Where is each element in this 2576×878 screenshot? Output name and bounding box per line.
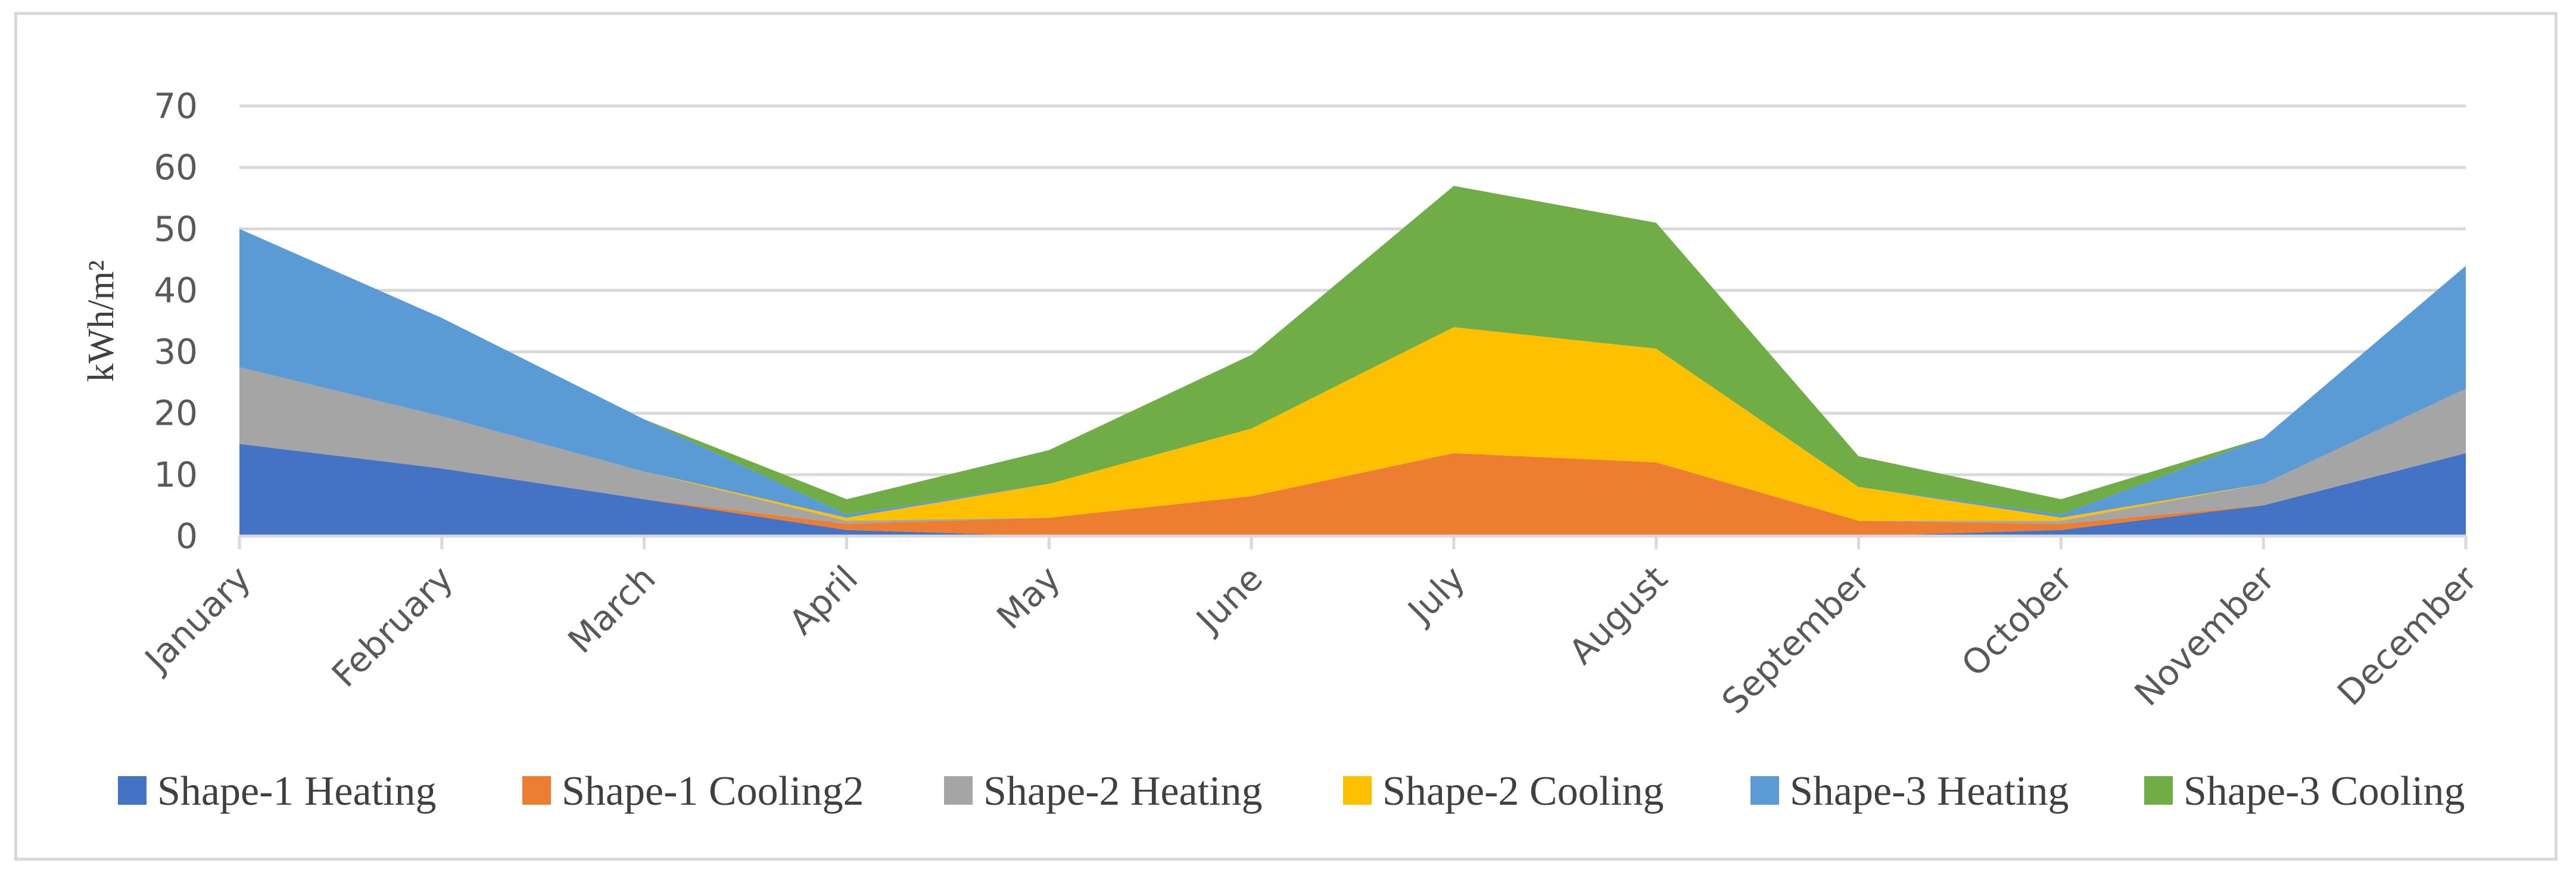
y-tick-label: 0 [176,516,198,556]
x-tick-label: January [136,558,258,681]
area-shape-2-cooling [239,327,2466,521]
x-axis: January February March April May June July Augu… [136,534,2485,722]
area-shape-3-cooling [239,186,2466,515]
x-tick-label: June [1187,558,1270,642]
x-tick-label: December [2329,558,2485,714]
y-tick-label: 30 [154,332,198,372]
legend-swatch-shape-2-heating [944,776,973,805]
y-tick-label: 50 [154,208,198,249]
x-tick-label: September [1714,558,1878,722]
legend-label-shape-3-heating: Shape-3 Heating [1790,768,2069,814]
y-axis: 0 10 20 30 40 50 60 70 [154,86,198,556]
x-tick-label: April [781,558,866,643]
x-tick-label: November [2127,558,2283,714]
x-tick-label: October [1954,558,2080,684]
y-tick-label: 70 [154,86,198,126]
legend-label-shape-2-cooling: Shape-2 Cooling [1382,768,1664,814]
x-tick-label: July [1399,558,1473,632]
area-shape-1-cooling2 [239,444,2466,536]
y-tick-label: 60 [154,147,198,188]
x-tick-label: May [989,558,1068,637]
legend-swatch-shape-1-cooling2 [522,776,551,805]
legend-swatch-shape-1-heating [118,776,147,805]
legend-label-shape-1-cooling2: Shape-1 Cooling2 [562,768,864,814]
legend: Shape-1 Heating Shape-1 Cooling2 Shape-2 H… [118,768,2465,814]
area-shape-1-heating [239,444,2466,536]
area-series [239,186,2466,536]
legend-label-shape-1-heating: Shape-1 Heating [157,768,436,814]
legend-swatch-shape-2-cooling [1343,776,1372,805]
x-tick-label: February [324,558,461,695]
y-tick-label: 10 [154,454,198,495]
legend-label-shape-2-heating: Shape-2 Heating [983,768,1262,814]
y-tick-label: 20 [154,393,198,434]
legend-label-shape-3-cooling: Shape-3 Cooling [2183,768,2465,814]
x-tick-label: August [1561,558,1675,672]
y-tick-label: 40 [154,270,198,310]
x-tick-label: March [560,558,663,661]
legend-swatch-shape-3-heating [1750,776,1779,805]
y-axis-title: kWh/m² [81,260,122,382]
legend-swatch-shape-3-cooling [2144,776,2173,805]
